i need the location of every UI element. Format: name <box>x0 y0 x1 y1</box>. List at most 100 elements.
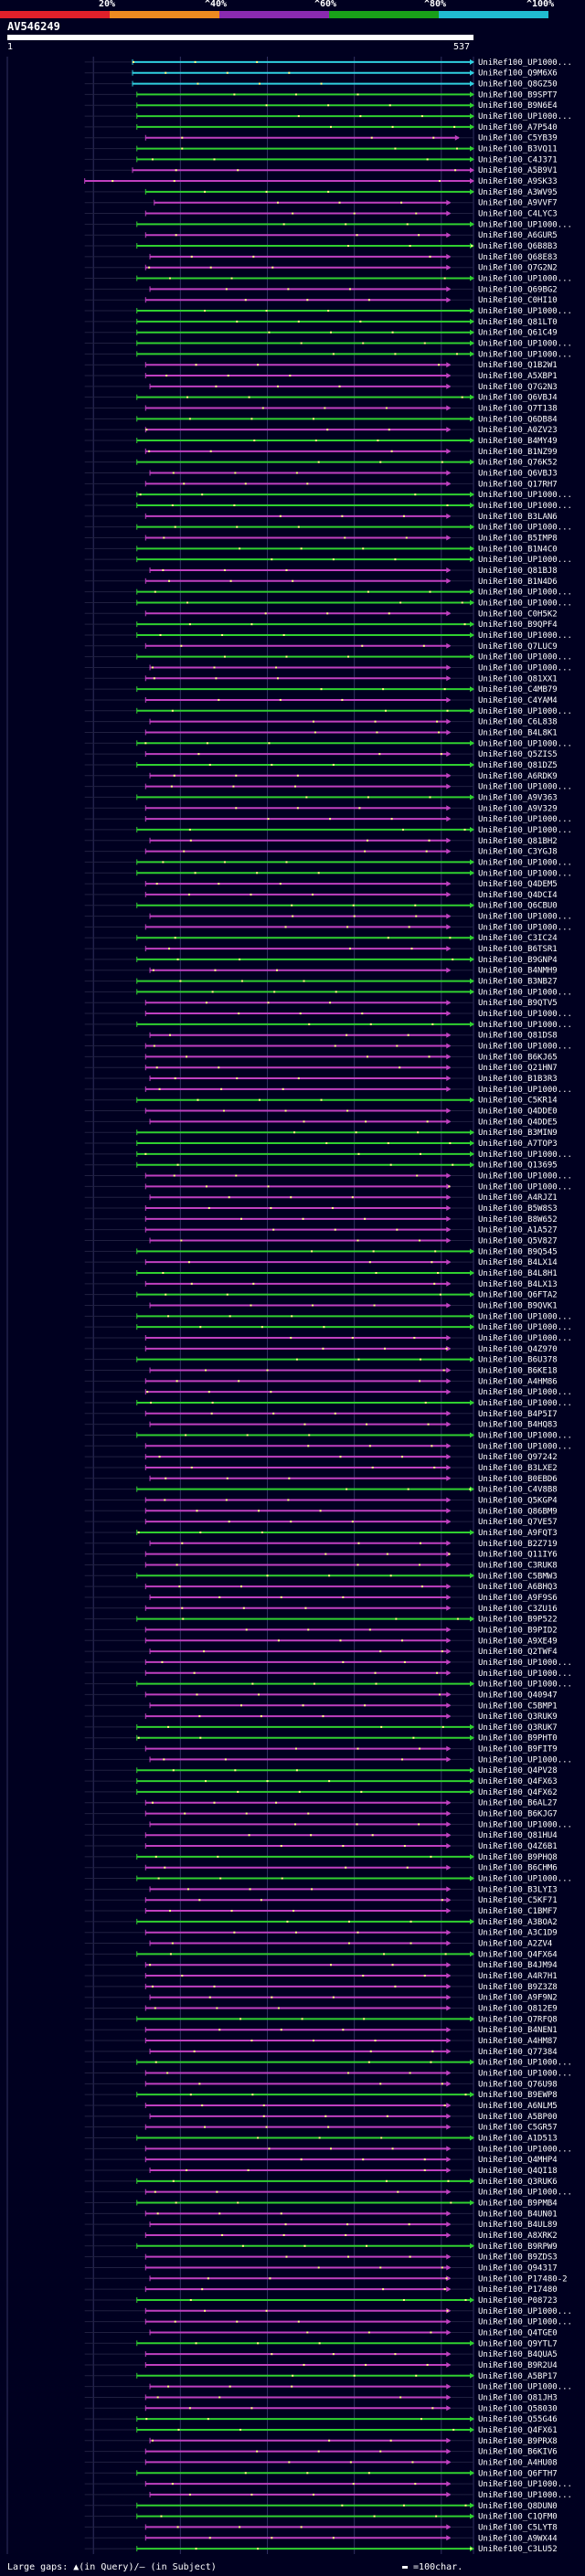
subject-label[interactable]: UniRef100_UP1000... <box>478 2491 572 2500</box>
subject-label[interactable]: UniRef100_UP1000... <box>478 112 572 122</box>
alignment-row[interactable]: UniRef100_UP1000... <box>84 707 572 716</box>
alignment-row[interactable]: UniRef100_B4HQ83 <box>84 1421 558 1430</box>
alignment-row[interactable]: UniRef100_B6KIV6 <box>84 2448 558 2457</box>
alignment-row[interactable]: UniRef100_B9QTV5 <box>84 999 558 1008</box>
alignment-row[interactable]: UniRef100_Q4Z6B1 <box>84 1842 558 1851</box>
subject-label[interactable]: UniRef100_P08723 <box>478 2296 558 2306</box>
alignment-row[interactable]: UniRef100_A6RDK9 <box>84 772 558 781</box>
subject-label[interactable]: UniRef100_Q81HU4 <box>478 1831 558 1840</box>
alignment-row[interactable]: UniRef100_UP1000... <box>84 923 572 932</box>
subject-label[interactable]: UniRef100_Q81XX1 <box>478 674 558 684</box>
alignment-row[interactable]: UniRef100_C3RUK8 <box>84 1561 558 1570</box>
subject-label[interactable]: UniRef100_A3C1D9 <box>478 1929 558 1938</box>
subject-label[interactable]: UniRef100_A9VVF7 <box>478 199 558 208</box>
subject-label[interactable]: UniRef100_UP1000... <box>478 1659 572 1668</box>
subject-label[interactable]: UniRef100_UP1000... <box>478 2070 572 2079</box>
subject-label[interactable]: UniRef100_B9QPF4 <box>478 620 558 630</box>
alignment-row[interactable]: UniRef100_B5W8S3 <box>84 1204 558 1214</box>
alignment-row[interactable]: UniRef100_UP1000... <box>84 1755 572 1765</box>
subject-label[interactable]: UniRef100_Q3RUK9 <box>478 1712 558 1722</box>
subject-label[interactable]: UniRef100_Q4DDE5 <box>478 1118 558 1127</box>
subject-label[interactable]: UniRef100_UP1000... <box>478 1086 572 1095</box>
alignment-row[interactable]: UniRef100_Q81BJ8 <box>84 567 558 576</box>
alignment-row[interactable]: UniRef100_Q4MHP4 <box>84 2156 558 2165</box>
alignment-row[interactable]: UniRef100_C5LYT8 <box>84 2523 558 2532</box>
alignment-row[interactable]: UniRef100_P08723 <box>84 2296 558 2306</box>
alignment-row[interactable]: UniRef100_B8W652 <box>84 1215 558 1224</box>
subject-label[interactable]: UniRef100_Q21HN7 <box>478 1064 558 1073</box>
subject-label[interactable]: UniRef100_C5GR57 <box>478 2124 558 2133</box>
subject-label[interactable]: UniRef100_Q86BM9 <box>478 1507 558 1516</box>
alignment-row[interactable]: UniRef100_C5BMW3 <box>84 1572 558 1581</box>
alignment-row[interactable]: UniRef100_UP1000... <box>84 631 572 641</box>
subject-label[interactable]: UniRef100_C4MB79 <box>478 685 558 694</box>
alignment-row[interactable]: UniRef100_A4HU08 <box>84 2458 558 2467</box>
subject-label[interactable]: UniRef100_B9PHQ8 <box>478 1853 558 1862</box>
subject-label[interactable]: UniRef100_Q1B2W1 <box>478 361 558 370</box>
alignment-row[interactable]: UniRef100_C1QFM0 <box>84 2513 558 2522</box>
alignment-row[interactable]: UniRef100_UP1000... <box>84 783 572 792</box>
alignment-row[interactable]: UniRef100_A0ZV23 <box>84 426 558 435</box>
alignment-row[interactable]: UniRef100_Q9YTL7 <box>84 2339 558 2348</box>
subject-label[interactable]: UniRef100_C1QFM0 <box>478 2513 558 2522</box>
subject-label[interactable]: UniRef100_C4V8B8 <box>478 1486 558 1495</box>
subject-label[interactable]: UniRef100_UP1000... <box>478 1431 572 1440</box>
subject-label[interactable]: UniRef100_Q17RH7 <box>478 480 558 489</box>
subject-label[interactable]: UniRef100_Q4MHP4 <box>478 2156 558 2165</box>
alignment-row[interactable]: UniRef100_UP1000... <box>84 1182 572 1192</box>
subject-label[interactable]: UniRef100_C5KR14 <box>478 1097 558 1106</box>
alignment-row[interactable]: UniRef100_A3WV95 <box>84 188 558 197</box>
subject-label[interactable]: UniRef100_Q5V827 <box>478 1237 558 1246</box>
alignment-row[interactable]: UniRef100_C3YGJ8 <box>84 848 558 857</box>
alignment-row[interactable]: UniRef100_Q94317 <box>84 2263 558 2273</box>
alignment-row[interactable]: UniRef100_Q6B8B3 <box>84 242 558 251</box>
alignment-row[interactable]: UniRef100_B2Z719 <box>84 1540 558 1549</box>
subject-label[interactable]: UniRef100_A6NLM5 <box>478 2102 558 2111</box>
subject-label[interactable]: UniRef100_A9F9S6 <box>478 1594 558 1603</box>
subject-label[interactable]: UniRef100_Q6VBJ3 <box>478 470 558 479</box>
subject-label[interactable]: UniRef100_Q812E9 <box>478 2005 558 2014</box>
subject-label[interactable]: UniRef100_Q6CBU0 <box>478 902 558 911</box>
alignment-row[interactable]: UniRef100_A7TOP3 <box>84 1140 558 1149</box>
alignment-row[interactable]: UniRef100_Q81BH2 <box>84 837 558 846</box>
alignment-row[interactable]: UniRef100_UP1000... <box>84 1043 572 1052</box>
alignment-row[interactable]: UniRef100_Q7LUC9 <box>84 642 558 652</box>
subject-label[interactable]: UniRef100_A4HM87 <box>478 2037 558 2046</box>
alignment-row[interactable]: UniRef100_B3VQ11 <box>84 145 558 154</box>
alignment-row[interactable]: UniRef100_UP1000... <box>84 663 572 673</box>
alignment-row[interactable]: UniRef100_C1BMF7 <box>84 1907 558 1916</box>
subject-label[interactable]: UniRef100_Q76K52 <box>478 459 558 468</box>
subject-label[interactable]: UniRef100_A9FQT3 <box>478 1529 558 1538</box>
alignment-row[interactable]: UniRef100_Q81DZ5 <box>84 761 558 770</box>
alignment-row[interactable]: UniRef100_Q1B2W1 <box>84 361 558 370</box>
alignment-row[interactable]: UniRef100_A9V329 <box>84 804 558 813</box>
alignment-row[interactable]: UniRef100_C3ZU16 <box>84 1605 558 1614</box>
alignment-row[interactable]: UniRef100_B3LAN6 <box>84 513 558 522</box>
subject-label[interactable]: UniRef100_A7TOP3 <box>478 1140 558 1149</box>
alignment-row[interactable]: UniRef100_UP1000... <box>84 350 572 359</box>
subject-label[interactable]: UniRef100_Q5ZIS5 <box>478 750 558 759</box>
alignment-row[interactable]: UniRef100_C4LYC3 <box>84 210 558 219</box>
alignment-row[interactable]: UniRef100_A3BOA2 <box>84 1918 558 1927</box>
subject-label[interactable]: UniRef100_A4HM86 <box>478 1377 558 1386</box>
subject-label[interactable]: UniRef100_UP1000... <box>478 340 572 349</box>
alignment-row[interactable]: UniRef100_Q4QI18 <box>84 2167 558 2176</box>
alignment-row[interactable]: UniRef100_B4LX14 <box>84 1258 558 1267</box>
subject-label[interactable]: UniRef100_C4J371 <box>478 155 558 164</box>
subject-label[interactable]: UniRef100_A9WX44 <box>478 2534 558 2543</box>
subject-label[interactable]: UniRef100_B4JM94 <box>478 1961 558 1970</box>
subject-label[interactable]: UniRef100_Q81LT0 <box>478 318 558 327</box>
alignment-row[interactable]: UniRef100_A8XRK2 <box>84 2231 558 2241</box>
subject-label[interactable]: UniRef100_Q4DEM5 <box>478 880 558 889</box>
alignment-row[interactable]: UniRef100_B1N4C0 <box>84 545 558 554</box>
alignment-row[interactable]: UniRef100_Q4FX61 <box>84 2426 558 2435</box>
subject-label[interactable]: UniRef100_B3VQ11 <box>478 145 558 154</box>
subject-label[interactable]: UniRef100_B3LYI3 <box>478 1885 558 1894</box>
alignment-row[interactable]: UniRef100_UP1000... <box>84 588 572 598</box>
subject-label[interactable]: UniRef100_Q4FX64 <box>478 1950 558 1959</box>
alignment-row[interactable]: UniRef100_UP1000... <box>84 340 572 349</box>
subject-label[interactable]: UniRef100_A3WV95 <box>478 188 558 197</box>
subject-label[interactable]: UniRef100_B9PHT0 <box>478 1734 558 1744</box>
subject-label[interactable]: UniRef100_B9Q545 <box>478 1247 558 1256</box>
alignment-row[interactable]: UniRef100_B6KJG7 <box>84 1810 558 1819</box>
